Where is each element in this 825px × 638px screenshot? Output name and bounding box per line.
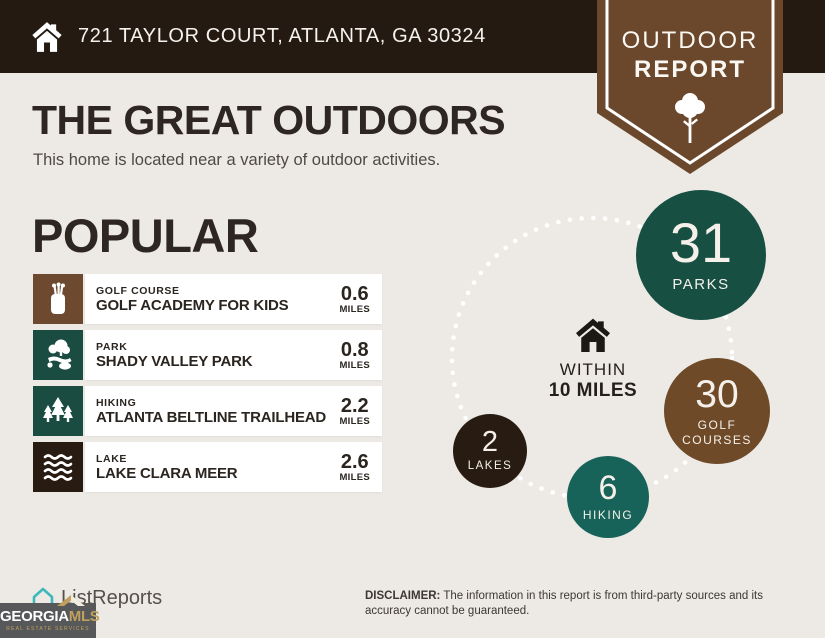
stat-bubble-lakes: 2 LAKES [453,414,527,488]
item-distance: 0.6 MILES [339,284,370,315]
radius-value: 10 MILES [548,380,638,401]
stat-bubble-parks: 31 PARKS [636,190,766,320]
georgia-mls-logo: GEORGIAMLS REAL ESTATE SERVICES [0,595,100,638]
list-card: HIKING ATLANTA BELTLINE TRAILHEAD 2.2 MI… [85,386,382,436]
distance-value: 0.8 [340,338,369,361]
list-item-lake: LAKE LAKE CLARA MEER 2.6 MILES [33,442,382,492]
list-item-golf-course: GOLF COURSE GOLF ACADEMY FOR KIDS 0.6 MI… [33,274,382,324]
distance-unit: MILES [339,359,370,371]
item-distance: 0.8 MILES [339,340,370,371]
lakes-label: LAKES [467,460,513,473]
waves-icon [33,442,83,492]
stat-bubble-hiking: 6 HIKING [567,456,649,538]
home-icon [32,21,62,52]
stat-bubble-golf-courses: 30 GOLF COURSES [664,358,770,464]
distance-unit: MILES [339,415,370,427]
popular-heading: POPULAR [32,209,259,262]
item-category: HIKING [96,396,137,409]
badge-line1: OUTDOOR [621,27,759,54]
item-name: ATLANTA BELTLINE TRAILHEAD [96,408,327,426]
parks-label: PARKS [672,276,730,294]
golf-count: 30 [695,372,739,416]
distance-value: 2.6 [340,450,369,473]
disclaimer-label: DISCLAIMER: [365,590,441,602]
hiking-label: HIKING [582,508,634,522]
within-label: WITHIN [559,360,627,379]
item-distance: 2.2 MILES [339,396,370,427]
distance-unit: MILES [339,303,370,315]
list-item-hiking: HIKING ATLANTA BELTLINE TRAILHEAD 2.2 MI… [33,386,382,436]
distance-unit: MILES [339,471,370,483]
list-card: GOLF COURSE GOLF ACADEMY FOR KIDS 0.6 MI… [85,274,382,324]
item-category: PARK [96,340,128,353]
page-title: THE GREAT OUTDOORS [32,97,506,143]
park-tree-icon [33,330,83,380]
item-category: LAKE [96,452,127,465]
hiking-count: 6 [598,469,618,507]
list-item-park: PARK SHADY VALLEY PARK 0.8 MILES [33,330,382,380]
mls-name-part2: MLS [68,608,100,625]
dotted-radius-ring [449,215,735,501]
property-address: 721 TAYLOR COURT, ATLANTA, GA 30324 [78,25,486,47]
mls-tagline: REAL ESTATE SERVICES [6,626,90,632]
disclaimer-body: The information in this report is from t… [365,590,763,617]
item-name: SHADY VALLEY PARK [96,352,253,370]
item-name: LAKE CLARA MEER [96,464,238,482]
list-card: PARK SHADY VALLEY PARK 0.8 MILES [85,330,382,380]
disclaimer-text: DISCLAIMER: The information in this repo… [365,589,803,619]
tree-icon [675,93,705,143]
item-distance: 2.6 MILES [339,452,370,483]
parks-count: 31 [669,211,733,275]
badge-line2: REPORT [633,56,746,83]
item-name: GOLF ACADEMY FOR KIDS [96,296,289,314]
radius-center: WITHIN 10 MILES [520,318,666,402]
list-card: LAKE LAKE CLARA MEER 2.6 MILES [85,442,382,492]
mls-name-part1: GEORGIA [0,608,69,625]
distance-value: 2.2 [340,394,369,417]
golf-bag-icon [33,274,83,324]
mls-roof-icon [57,595,85,606]
distance-value: 0.6 [340,282,369,305]
lakes-count: 2 [481,426,499,459]
outdoor-report-badge: OUTDOOR REPORT [597,0,783,174]
popular-list: GOLF COURSE GOLF ACADEMY FOR KIDS 0.6 MI… [33,274,382,492]
badge-shape [597,0,783,174]
golf-label: GOLF COURSES [682,417,752,447]
pine-trees-icon [33,386,83,436]
item-category: GOLF COURSE [96,284,180,297]
home-icon-center [576,318,610,352]
page-subtitle: This home is located near a variety of o… [33,151,441,169]
